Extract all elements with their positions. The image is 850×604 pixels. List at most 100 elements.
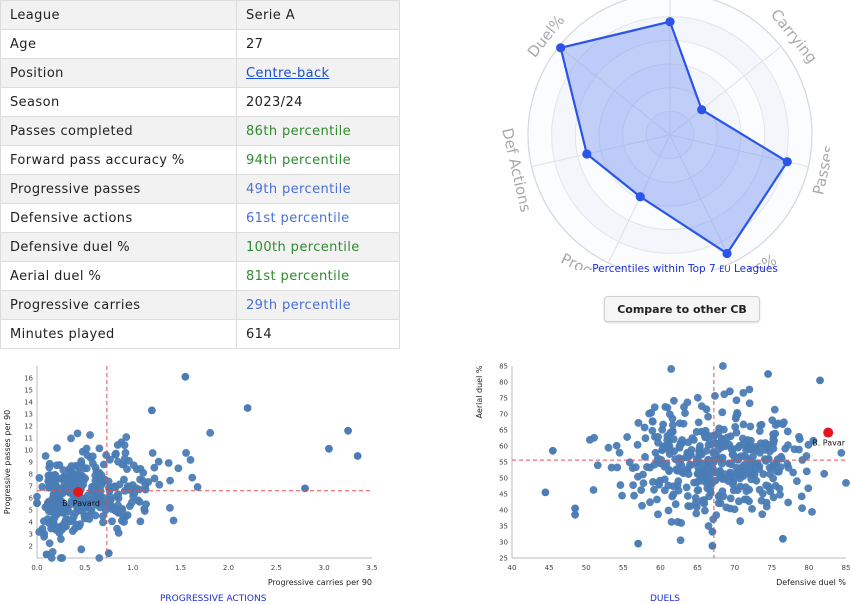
y-tick-label: 10: [24, 447, 33, 455]
y-tick-label: 2: [29, 543, 33, 551]
scatter-point: [747, 475, 756, 484]
position-link[interactable]: Centre-back: [246, 65, 330, 81]
x-tick-label: 2.5: [271, 564, 282, 572]
progressive-actions-scatter: 0.0 0.5 1.0 1.5 2.0 2.5 3.0 3.5 2 3 4 5 6 7 8 9 10 11 12 13…: [3, 366, 378, 587]
scatter-point: [729, 486, 738, 495]
row-label: Aerial duel %: [0, 261, 237, 291]
scatter-point: [746, 422, 755, 431]
scatter-point: [633, 440, 642, 449]
scatter-point: [571, 504, 579, 513]
scatter-point: [653, 495, 661, 504]
y-tick-label: 9: [29, 459, 33, 467]
scatter-point: [186, 456, 195, 464]
scatter-point: [659, 420, 668, 429]
scatter-point: [182, 449, 190, 457]
y-tick-label: 50: [499, 475, 508, 483]
scatter-point: [797, 492, 806, 501]
row-value: 49th percentile: [236, 174, 400, 204]
scatter-point: [802, 467, 811, 476]
scatter-point: [770, 436, 779, 445]
scatter-point: [138, 476, 147, 485]
scatter-point: [67, 434, 75, 443]
row-label: Position: [0, 58, 237, 88]
scatter-point: [711, 439, 720, 448]
highlight-label: B. Pavard: [62, 499, 100, 508]
scatter-point: [739, 389, 748, 397]
compare-button[interactable]: Compare to other CB: [604, 296, 760, 322]
radar-spoke: [531, 134, 671, 168]
scatter-point: [79, 480, 88, 489]
scatter-point: [769, 474, 778, 483]
scatter-point: [665, 410, 674, 419]
scatter-point: [681, 453, 690, 461]
scatter-point: [33, 492, 41, 501]
scatter-point: [61, 502, 70, 511]
scatter-point: [706, 488, 715, 497]
x-tick-label: 65: [693, 564, 702, 572]
scatter-point: [682, 483, 691, 492]
scatter-point: [769, 444, 778, 453]
scatter-point: [102, 451, 111, 459]
scatter-point: [676, 536, 685, 545]
scatter-point: [136, 517, 145, 526]
section-title-duels: DUELS: [650, 594, 680, 604]
scatter-point: [686, 460, 694, 469]
scatter-points: [33, 372, 362, 562]
scatter-point: [35, 474, 44, 482]
y-tick-label: 25: [499, 555, 508, 563]
scatter-point: [718, 408, 727, 417]
scatter-point: [87, 486, 96, 495]
scatter-point: [720, 390, 729, 399]
y-tick-label: 13: [24, 411, 33, 419]
x-tick-label: 2.0: [223, 564, 234, 572]
row-label: Minutes played: [0, 319, 237, 349]
scatter-point: [637, 486, 646, 494]
y-tick-label: 60: [499, 443, 508, 451]
scatter-point: [808, 507, 816, 516]
scatter-point: [353, 452, 362, 460]
scatter-point: [743, 436, 752, 444]
row-value: 61st percentile: [236, 203, 400, 233]
y-tick-label: 14: [24, 399, 33, 407]
y-tick-label: 45: [499, 491, 508, 499]
row-label: League: [0, 0, 237, 30]
scatter-point: [75, 469, 83, 478]
scatter-point: [739, 420, 748, 429]
scatter-point: [771, 481, 780, 490]
scatter-point: [732, 428, 741, 437]
table-row: Season 2023/24: [0, 87, 400, 117]
y-tick-label: 4: [29, 519, 34, 527]
scatter-point: [142, 500, 150, 509]
scatter-point: [49, 471, 58, 480]
scatter-point: [548, 446, 557, 455]
table-row: Forward pass accuracy % 94th percentile: [0, 145, 400, 175]
scatter-point: [45, 539, 54, 548]
scatter-point: [736, 482, 745, 491]
scatter-point: [664, 506, 673, 515]
scatter-point: [690, 478, 698, 487]
scatter-point: [47, 501, 55, 510]
scatter-point: [616, 481, 625, 489]
y-axis-label: Progressive passes per 90: [3, 410, 12, 515]
row-label: Forward pass accuracy %: [0, 145, 237, 175]
scatter-point: [795, 445, 803, 454]
scatter-point: [648, 417, 657, 426]
scatter-point: [634, 419, 643, 427]
scatter-point: [81, 494, 89, 503]
scatter-point: [779, 534, 787, 543]
table-row: Position Centre-back: [0, 58, 400, 88]
scatter-point: [166, 503, 174, 512]
scatter-point: [773, 455, 782, 464]
scatter-point: [761, 446, 770, 454]
scatter-point: [629, 481, 638, 490]
scatter-point: [755, 485, 764, 494]
scatter-point: [593, 461, 602, 470]
scatter-point: [663, 432, 672, 441]
scatter-point: [120, 441, 129, 450]
y-tick-label: 5: [29, 507, 33, 515]
scatter-point: [692, 455, 701, 463]
scatter-point: [745, 399, 754, 408]
row-value: 27: [236, 29, 400, 59]
row-label: Defensive duel %: [0, 232, 237, 262]
